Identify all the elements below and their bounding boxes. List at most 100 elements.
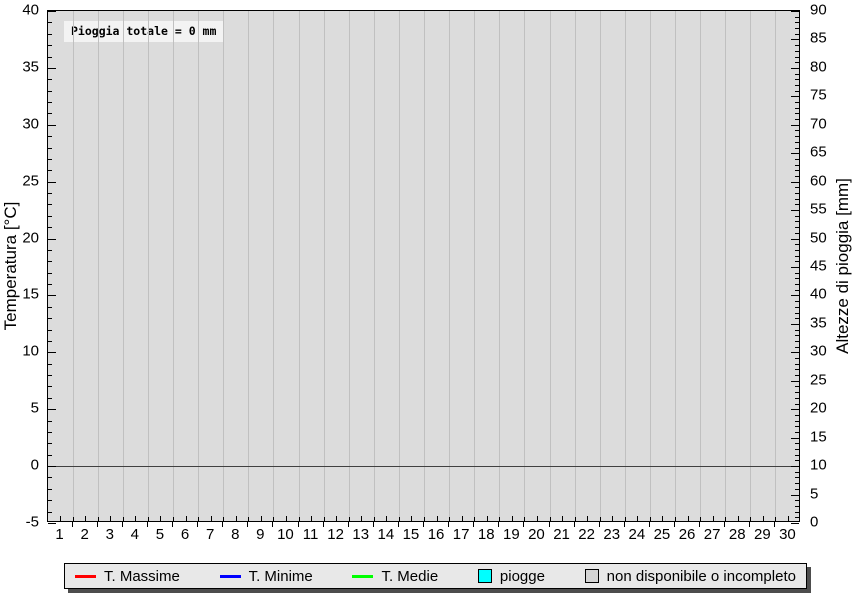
day-tick-label: 3: [105, 526, 114, 543]
rain-tick-mark: [795, 488, 799, 490]
rain-tick-mark: [795, 244, 799, 246]
legend: T. Massime T. Minime T. Medie piogge non dis…: [64, 563, 807, 589]
temperature-tick-label: -5: [25, 513, 39, 531]
gridline-vertical: [424, 11, 425, 521]
day-tick-label: 17: [452, 526, 470, 543]
day-tick-label: 9: [256, 526, 265, 543]
temperature-tick-label: 35: [22, 58, 39, 76]
gridline-vertical: [72, 11, 74, 521]
day-center-tick: [687, 516, 689, 521]
day-center-tick: [762, 516, 764, 521]
temperature-tick-mark: [48, 511, 52, 513]
day-tick-label: 15: [402, 526, 420, 543]
temperature-tick-label: 5: [30, 399, 39, 417]
rain-tick-mark: [791, 409, 799, 411]
day-boundary-tick: [624, 517, 626, 521]
day-center-tick: [662, 516, 664, 521]
rain-tick-mark: [795, 477, 799, 479]
gridline-vertical: [649, 11, 651, 521]
day-center-tick: [712, 516, 714, 521]
rain-tick-mark: [791, 39, 799, 41]
rain-tick-mark: [795, 130, 799, 132]
temperature-tick-mark: [48, 67, 56, 69]
rain-tick-mark: [795, 50, 799, 52]
rain-tick-mark: [795, 420, 799, 422]
rain-tick-mark: [791, 380, 799, 382]
legend-item-piogge: piogge: [477, 568, 545, 585]
day-axis-labels: 1 2 3 4 5 6 7 8 9 10 11 12 13 14 15 16 17 18 19 20 21 22 23 24 2…: [47, 527, 800, 544]
rain-tick-label: 15: [810, 428, 827, 446]
rain-tick-mark: [795, 449, 799, 451]
rain-tick-mark: [795, 483, 799, 485]
temperature-tick-label: 30: [22, 115, 39, 133]
temperature-tick-mark: [48, 284, 52, 286]
rain-tick-mark: [791, 153, 799, 155]
rain-tick-label: 35: [810, 314, 827, 332]
rain-tick-mark: [795, 443, 799, 445]
rain-tick-label: 5: [810, 485, 819, 503]
day-boundary-outer-tick: [523, 522, 525, 527]
legend-item-label: T. Medie: [381, 567, 439, 585]
gridline-vertical: [499, 11, 501, 521]
rain-tick-mark: [791, 523, 799, 524]
rain-tick-mark: [795, 397, 799, 399]
day-boundary-tick: [248, 517, 250, 521]
temperature-tick-mark: [48, 329, 52, 331]
day-boundary-tick: [424, 517, 425, 521]
rain-tick-label: 40: [810, 285, 827, 303]
day-center-tick: [260, 516, 262, 521]
day-boundary-tick: [323, 517, 325, 521]
day-center-tick: [411, 516, 413, 521]
rain-tick-mark: [795, 392, 799, 394]
day-center-tick: [361, 516, 363, 521]
rain-tick-mark: [795, 56, 799, 58]
day-center-tick: [311, 516, 313, 521]
gridline-vertical: [147, 11, 149, 521]
day-boundary-outer-tick: [724, 522, 726, 527]
temperature-tick-mark: [48, 79, 52, 81]
day-boundary-outer-tick: [297, 522, 299, 527]
day-boundary-outer-tick: [674, 522, 675, 527]
rain-tick-mark: [795, 403, 799, 405]
day-center-tick: [210, 516, 212, 521]
temperature-tick-mark: [48, 136, 52, 138]
day-boundary-tick: [97, 517, 99, 521]
gridline-vertical: [449, 11, 451, 521]
gridline-vertical: [775, 11, 777, 521]
rain-tick-label: 60: [810, 172, 827, 190]
rain-tick-label: 80: [810, 58, 827, 76]
day-boundary-outer-tick: [623, 522, 625, 527]
rain-tick-mark: [795, 329, 799, 331]
day-center-tick: [235, 516, 237, 521]
day-boundary-outer-tick: [96, 522, 98, 527]
day-boundary-outer-tick: [146, 522, 148, 527]
rain-tick-label: 85: [810, 29, 827, 47]
rain-tick-mark: [795, 170, 799, 172]
temperature-tick-mark: [48, 477, 52, 479]
temperature-tick-mark: [48, 272, 52, 274]
day-boundary-outer-tick: [448, 522, 450, 527]
rain-tick-label: 25: [810, 371, 827, 389]
day-boundary-tick: [499, 517, 501, 521]
rain-tick-mark: [795, 261, 799, 263]
day-boundary-tick: [549, 517, 551, 521]
day-center-tick: [285, 516, 287, 521]
rain-tick-mark: [795, 227, 799, 229]
day-boundary-outer-tick: [197, 522, 199, 527]
gridline-vertical: [474, 11, 476, 521]
day-tick-label: 5: [155, 526, 165, 543]
day-center-tick: [511, 516, 513, 521]
rain-tick-mark: [795, 335, 799, 337]
gridline-vertical: [373, 11, 375, 521]
day-center-tick: [386, 516, 388, 521]
rain-tick-mark: [795, 312, 799, 314]
day-boundary-tick: [273, 517, 275, 521]
day-tick-label: 29: [754, 526, 771, 543]
day-tick-label: 27: [703, 526, 721, 543]
day-tick-label: 18: [477, 526, 495, 543]
rain-tick-mark: [795, 306, 799, 308]
day-boundary-outer-tick: [71, 522, 73, 527]
rain-tick-mark: [795, 84, 799, 86]
day-tick-label: 22: [578, 526, 595, 543]
day-tick-label: 10: [277, 526, 294, 543]
